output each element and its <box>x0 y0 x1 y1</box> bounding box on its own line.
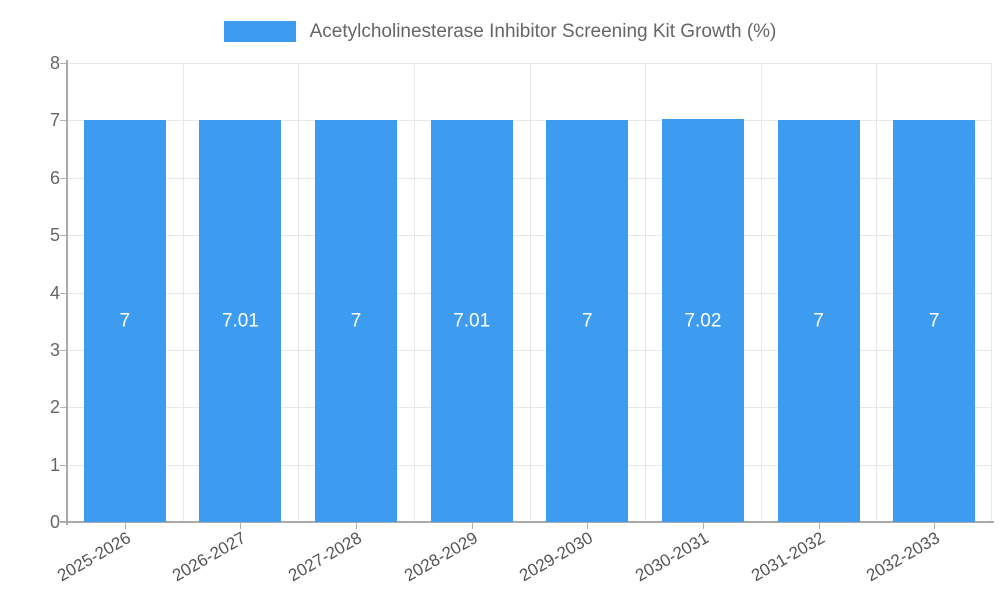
bar[interactable] <box>315 120 398 522</box>
x-axis-tick-mark <box>240 523 242 529</box>
gridline-horizontal <box>67 407 992 409</box>
bar-slot: 7 <box>315 63 398 522</box>
x-axis-tick-mark <box>356 523 358 529</box>
x-axis-line <box>60 521 994 523</box>
gridline-vertical <box>414 63 415 522</box>
gridline-vertical <box>645 63 646 522</box>
gridline-horizontal <box>67 120 992 122</box>
bar[interactable] <box>546 120 629 522</box>
x-axis-tick-label: 2030-2031 <box>632 528 712 586</box>
y-axis-tick-mark <box>60 292 66 294</box>
chart-legend: Acetylcholinesterase Inhibitor Screening… <box>0 14 1000 48</box>
bar-series-group: 7 7.01 7 7.01 7 7.02 7 7 <box>67 63 992 522</box>
x-axis-tick-mark <box>818 523 820 529</box>
bar[interactable] <box>83 120 166 522</box>
y-axis-tick-label: 3 <box>49 339 60 360</box>
bar[interactable] <box>199 119 282 522</box>
gridline-horizontal <box>67 292 992 294</box>
y-axis-tick-mark <box>60 522 66 523</box>
gridline-horizontal <box>67 349 992 351</box>
bar-slot: 7 <box>83 63 166 522</box>
y-axis-tick-label: 4 <box>49 282 60 303</box>
y-axis-tick-mark <box>60 177 66 179</box>
y-axis-line <box>66 60 68 525</box>
x-axis-tick-mark <box>934 523 936 529</box>
x-axis-tick-label: 2031-2032 <box>747 528 828 586</box>
x-axis-tick-mark <box>587 523 589 529</box>
bar[interactable] <box>777 120 860 522</box>
x-axis-tick-label: 2032-2033 <box>863 528 944 586</box>
y-axis-tick-label: 6 <box>49 167 60 188</box>
gridline-horizontal <box>67 235 992 237</box>
y-axis-tick-mark <box>60 464 66 466</box>
y-axis-tick-label: 0 <box>49 512 60 532</box>
legend-swatch-series-1 <box>223 20 296 42</box>
bar-slot: 7 <box>546 63 629 522</box>
y-axis-tick-mark <box>60 63 66 64</box>
y-axis-tick-mark <box>60 235 66 237</box>
x-axis-tick-label: 2028-2029 <box>400 528 481 586</box>
bar[interactable] <box>893 120 976 522</box>
y-axis-tick-label: 8 <box>49 53 60 73</box>
y-axis-tick-label: 7 <box>49 110 60 131</box>
y-axis-tick-label: 2 <box>49 397 60 418</box>
bar-slot: 7.01 <box>430 63 513 522</box>
gridline-vertical <box>530 63 531 522</box>
y-axis-tick-label: 5 <box>49 225 60 246</box>
bar-slot: 7.01 <box>199 63 282 522</box>
x-axis-tick-mark <box>702 523 704 529</box>
legend-label-series-1: Acetylcholinesterase Inhibitor Screening… <box>309 20 777 42</box>
x-axis-tick-label: 2029-2030 <box>516 528 597 586</box>
x-axis-tick-label: 2025-2026 <box>53 528 134 586</box>
gridline-vertical <box>298 63 299 522</box>
x-axis-tick-mark <box>471 523 473 529</box>
y-axis-tick-mark <box>60 349 66 351</box>
bar-slot: 7.02 <box>661 63 744 522</box>
gridline-vertical <box>183 63 184 522</box>
x-axis-tick-label: 2027-2028 <box>285 528 366 586</box>
y-axis-tick-label: 1 <box>49 454 60 475</box>
bar[interactable] <box>430 119 513 522</box>
y-axis-tick-mark <box>60 407 66 409</box>
gridline-vertical <box>876 63 877 522</box>
x-axis-tick-label: 2026-2027 <box>169 528 250 586</box>
y-axis-tick-mark <box>60 120 66 122</box>
bar-slot: 7 <box>893 63 976 522</box>
bar-slot: 7 <box>777 63 860 522</box>
gridline-horizontal <box>67 63 992 64</box>
bar[interactable] <box>661 119 744 522</box>
gridline-horizontal <box>67 464 992 466</box>
gridline-horizontal <box>67 177 992 179</box>
gridline-vertical <box>761 63 762 522</box>
x-axis-tick-mark <box>124 523 126 529</box>
